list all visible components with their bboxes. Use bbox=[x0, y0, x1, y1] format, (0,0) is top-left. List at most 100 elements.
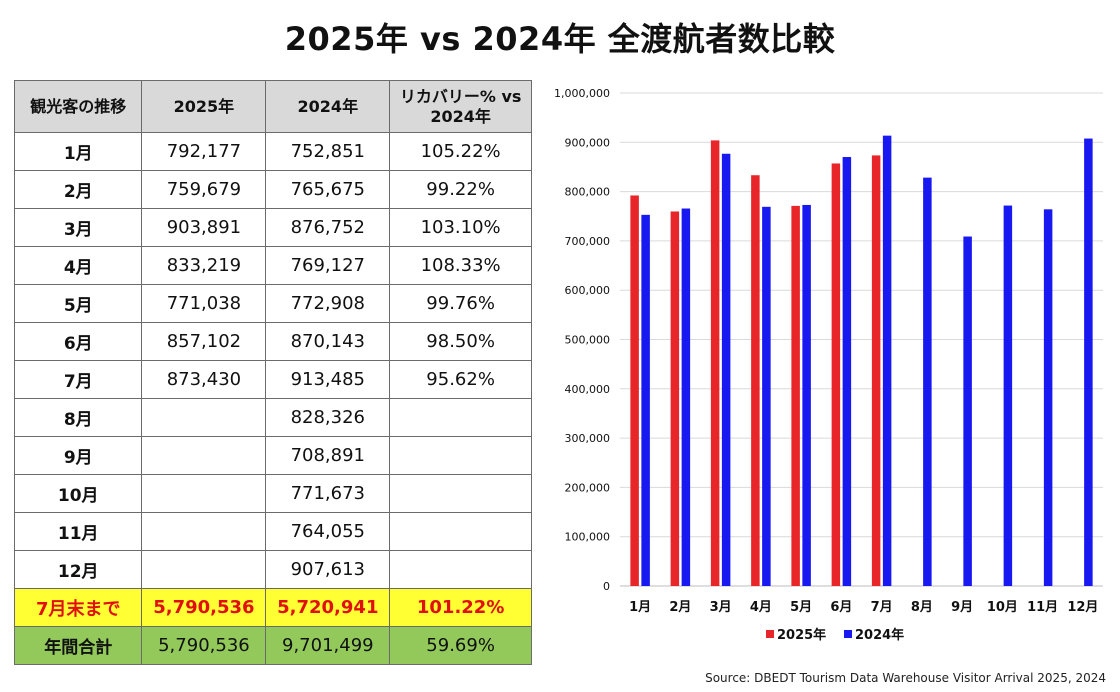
cell-2025: 833,219 bbox=[141, 246, 267, 285]
x-tick-label: 6月 bbox=[830, 600, 852, 615]
cell-2024: 769,127 bbox=[265, 246, 391, 285]
cell-2024: 764,055 bbox=[265, 512, 391, 551]
bar-series-a bbox=[670, 211, 680, 586]
bar-series-b bbox=[842, 157, 852, 586]
header-label: 観光客の推移 bbox=[13, 80, 143, 133]
y-tick-label: 1,000,000 bbox=[554, 87, 610, 100]
bar-series-b bbox=[802, 204, 811, 586]
x-tick-label: 12月 bbox=[1067, 600, 1098, 615]
y-tick-label: 800,000 bbox=[565, 186, 611, 199]
cell-2025 bbox=[141, 398, 267, 437]
page-title: 2025年 vs 2024年 全渡航者数比較 bbox=[284, 20, 836, 58]
cell-2025 bbox=[141, 550, 267, 589]
x-tick-label: 10月 bbox=[987, 600, 1018, 615]
bar-series-b bbox=[641, 214, 650, 586]
table-row: 1月 792,177 752,851 105.22% bbox=[13, 132, 532, 171]
table-header-row: 観光客の推移 2025年 2024年 リカバリー% vs 2024年 bbox=[13, 80, 532, 133]
x-tick-label: 7月 bbox=[871, 600, 893, 615]
legend-swatch bbox=[844, 630, 852, 638]
cell-recovery: 99.76% bbox=[389, 284, 532, 323]
table-row: 3月 903,891 876,752 103.10% bbox=[13, 208, 532, 247]
x-tick-label: 2月 bbox=[669, 600, 691, 615]
cell-2025: 857,102 bbox=[141, 322, 267, 361]
ytd-2024: 5,720,941 bbox=[265, 588, 391, 627]
row-month: 11月 bbox=[13, 512, 143, 551]
cell-2024: 876,752 bbox=[265, 208, 391, 247]
y-tick-label: 200,000 bbox=[565, 481, 611, 494]
row-month: 4月 bbox=[13, 246, 143, 285]
header-recovery: リカバリー% vs 2024年 bbox=[389, 80, 532, 133]
cell-recovery bbox=[389, 398, 532, 437]
y-tick-label: 300,000 bbox=[565, 432, 611, 445]
bar-series-b bbox=[1084, 138, 1093, 586]
legend-swatch bbox=[766, 630, 774, 638]
cell-recovery: 105.22% bbox=[389, 132, 532, 171]
legend-label: 2024年 bbox=[855, 627, 904, 643]
cell-2024: 708,891 bbox=[265, 436, 391, 475]
bar-series-a bbox=[710, 140, 720, 586]
bar-series-b bbox=[721, 153, 731, 586]
ytd-2025: 5,790,536 bbox=[141, 588, 267, 627]
row-month: 8月 bbox=[13, 398, 143, 437]
bar-series-a bbox=[630, 195, 639, 587]
cell-recovery: 103.10% bbox=[389, 208, 532, 247]
cell-2025 bbox=[141, 474, 267, 513]
header-2025: 2025年 bbox=[141, 80, 267, 133]
bar-series-b bbox=[923, 177, 932, 586]
table-row: 9月 708,891 bbox=[13, 436, 532, 475]
table-row: 7月 873,430 913,485 95.62% bbox=[13, 360, 532, 399]
cell-2024: 772,908 bbox=[265, 284, 391, 323]
cell-2024: 771,673 bbox=[265, 474, 391, 513]
cell-recovery: 99.22% bbox=[389, 170, 532, 209]
bar-series-a bbox=[871, 155, 881, 586]
annual-2025: 5,790,536 bbox=[141, 626, 267, 665]
ytd-label: 7月末まで bbox=[13, 588, 143, 627]
ytd-recovery: 101.22% bbox=[389, 588, 532, 627]
cell-recovery bbox=[389, 550, 532, 589]
row-month: 10月 bbox=[13, 474, 143, 513]
x-tick-label: 4月 bbox=[750, 600, 772, 615]
table-row: 10月 771,673 bbox=[13, 474, 532, 513]
row-month: 5月 bbox=[13, 284, 143, 323]
cell-recovery: 95.62% bbox=[389, 360, 532, 399]
table-row: 5月 771,038 772,908 99.76% bbox=[13, 284, 532, 323]
row-month: 3月 bbox=[13, 208, 143, 247]
cell-2025: 759,679 bbox=[141, 170, 267, 209]
cell-2025 bbox=[141, 512, 267, 551]
header-2024: 2024年 bbox=[265, 80, 391, 133]
table-row: 4月 833,219 769,127 108.33% bbox=[13, 246, 532, 285]
y-tick-label: 500,000 bbox=[565, 334, 611, 347]
table-row: 8月 828,326 bbox=[13, 398, 532, 437]
x-tick-label: 1月 bbox=[629, 600, 651, 615]
row-month: 9月 bbox=[13, 436, 143, 475]
cell-2024: 828,326 bbox=[265, 398, 391, 437]
cell-recovery bbox=[389, 436, 532, 475]
annual-row: 年間合計 5,790,536 9,701,499 59.69% bbox=[13, 626, 532, 665]
row-month: 2月 bbox=[13, 170, 143, 209]
cell-2024: 752,851 bbox=[265, 132, 391, 171]
cell-recovery: 108.33% bbox=[389, 246, 532, 285]
x-tick-label: 9月 bbox=[951, 600, 973, 615]
x-tick-label: 11月 bbox=[1027, 600, 1058, 615]
bar-series-a bbox=[791, 205, 800, 586]
annual-2024: 9,701,499 bbox=[265, 626, 391, 665]
cell-2024: 870,143 bbox=[265, 322, 391, 361]
bar-series-b bbox=[963, 236, 972, 587]
y-tick-label: 400,000 bbox=[565, 383, 611, 396]
y-tick-label: 900,000 bbox=[565, 136, 611, 149]
table-row: 6月 857,102 870,143 98.50% bbox=[13, 322, 532, 361]
x-tick-label: 5月 bbox=[790, 600, 812, 615]
x-tick-label: 8月 bbox=[911, 600, 933, 615]
x-tick-label: 3月 bbox=[710, 600, 732, 615]
row-month: 7月 bbox=[13, 360, 143, 399]
cell-recovery bbox=[389, 512, 532, 551]
ytd-row: 7月末まで 5,790,536 5,720,941 101.22% bbox=[13, 588, 532, 627]
cell-2024: 913,485 bbox=[265, 360, 391, 399]
cell-2024: 907,613 bbox=[265, 550, 391, 589]
cell-2025 bbox=[141, 436, 267, 475]
row-month: 6月 bbox=[13, 322, 143, 361]
annual-label: 年間合計 bbox=[13, 626, 143, 665]
cell-recovery bbox=[389, 474, 532, 513]
bar-series-b bbox=[882, 135, 892, 586]
row-month: 1月 bbox=[13, 132, 143, 171]
